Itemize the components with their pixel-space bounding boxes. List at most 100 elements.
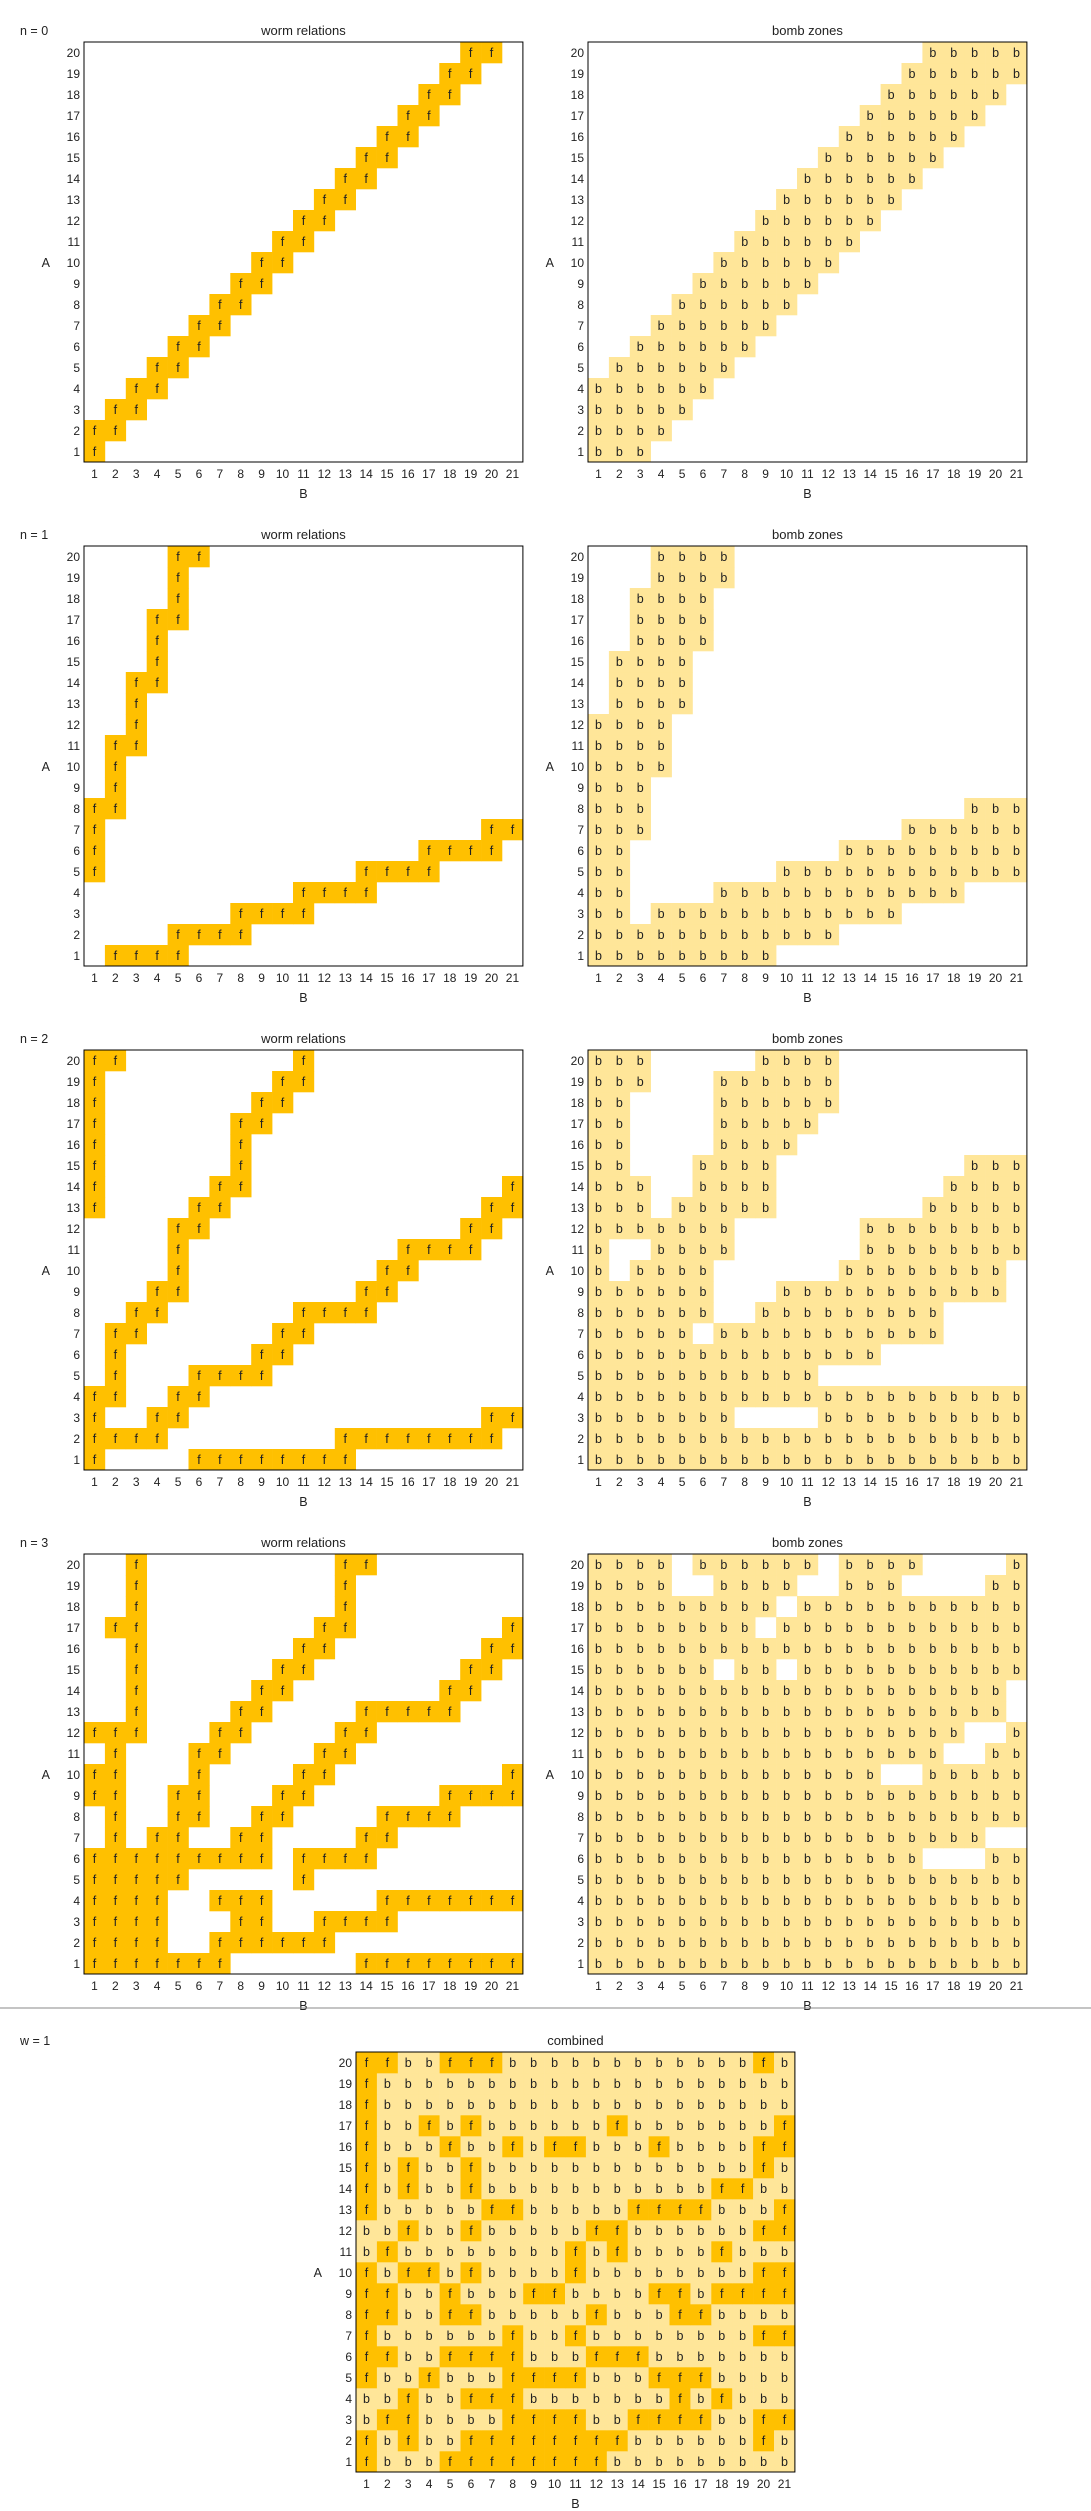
bomb-cell (922, 1302, 944, 1324)
bomb-cell (922, 1428, 944, 1450)
worm-cell (376, 1428, 398, 1450)
bomb-cell (817, 231, 840, 253)
bomb-cell (964, 1386, 986, 1408)
bomb-cell (901, 147, 923, 169)
cell-letter: f (553, 2140, 557, 2154)
x-tick-label: 10 (548, 2477, 562, 2491)
cell-letter: b (762, 1390, 769, 1404)
cell-letter: b (637, 445, 644, 459)
bomb-cell (608, 1176, 631, 1198)
bomb-cell (588, 1365, 610, 1387)
cell-letter: b (741, 1873, 748, 1887)
cell-letter: b (635, 2329, 642, 2343)
cell-letter: f (490, 1957, 494, 1971)
x-tick-label: 13 (843, 467, 857, 481)
cell-letter: b (616, 1348, 623, 1362)
cell-letter: b (929, 1453, 936, 1467)
bomb-cell (985, 1197, 1007, 1219)
bomb-cell (608, 1071, 631, 1093)
cell-letter: b (950, 1831, 957, 1845)
cell-letter: b (699, 1453, 706, 1467)
worm-cell (355, 168, 377, 190)
worm-cell (439, 1428, 461, 1450)
worm-cell (355, 1281, 377, 1303)
bomb-cell (776, 1323, 798, 1345)
cell-letter: f (678, 2287, 682, 2301)
y-tick-label: 13 (571, 1705, 585, 1719)
x-tick-label: 17 (694, 2477, 708, 2491)
bomb-cell (671, 1239, 693, 1261)
cell-letter: b (447, 2203, 454, 2217)
cell-letter: f (302, 214, 306, 228)
bomb-cell (1006, 1407, 1028, 1429)
cell-letter: f (344, 886, 348, 900)
bomb-cell (755, 882, 777, 904)
cell-letter: f (490, 823, 494, 837)
cell-letter: b (846, 1327, 853, 1341)
worm-cell (125, 1575, 147, 1597)
bomb-cell (692, 1428, 714, 1450)
worm-cell (293, 1785, 315, 1807)
y-tick-label: 1 (73, 1957, 80, 1971)
y-tick-label: 4 (345, 2392, 352, 2406)
cell-letter: b (679, 1957, 686, 1971)
cell-letter: b (718, 2098, 725, 2112)
bomb-cell (650, 1953, 672, 1975)
worm-cell (230, 1932, 252, 1954)
x-tick-label: 2 (616, 1979, 623, 1993)
row-label: n = 0 (20, 24, 48, 38)
cell-letter: b (888, 1684, 895, 1698)
cell-letter: f (344, 1306, 348, 1320)
x-tick-label: 17 (422, 971, 436, 985)
worm-cell (293, 1764, 315, 1786)
worm-cell (146, 1407, 168, 1429)
cell-letter: b (637, 424, 644, 438)
bomb-cell (880, 126, 902, 148)
bomb-cell (692, 1953, 714, 1975)
bomb-cell (629, 1386, 651, 1408)
cell-letter: b (867, 1747, 874, 1761)
y-tick-label: 19 (67, 1075, 81, 1089)
y-tick-label: 10 (571, 760, 585, 774)
cell-letter: b (846, 193, 853, 207)
bomb-cell (692, 1155, 714, 1177)
cell-letter: b (488, 2371, 495, 2385)
cell-letter: b (867, 1285, 874, 1299)
bomb-cell (608, 420, 631, 442)
cell-letter: b (637, 1201, 644, 1215)
cell-letter: b (741, 1159, 748, 1173)
worm-cell (502, 1953, 524, 1975)
y-tick-label: 18 (67, 1600, 81, 1614)
cell-letter: b (595, 1579, 602, 1593)
cell-letter: b (846, 907, 853, 921)
worm-cell (313, 210, 336, 232)
bomb-cell (650, 588, 672, 610)
cell-letter: b (804, 1117, 811, 1131)
x-tick-label: 10 (780, 1979, 794, 1993)
bomb-cell (859, 903, 881, 925)
worm-cell (84, 1932, 106, 1954)
cell-letter: b (616, 1642, 623, 1656)
cell-letter: f (302, 1852, 306, 1866)
cell-letter: b (720, 1201, 727, 1215)
x-tick-label: 20 (989, 1979, 1003, 1993)
cell-letter: b (616, 697, 623, 711)
bomb-cell (985, 63, 1007, 85)
cell-letter: b (593, 2161, 600, 2175)
y-tick-label: 2 (73, 1936, 80, 1950)
cell-letter: b (950, 88, 957, 102)
cell-letter: b (762, 1096, 769, 1110)
bomb-cell (838, 1386, 860, 1408)
bomb-cell (671, 1197, 693, 1219)
cell-letter: b (595, 1222, 602, 1236)
cell-letter: f (176, 1873, 180, 1887)
bomb-cell (859, 1344, 881, 1366)
bomb-cell (776, 294, 798, 316)
x-tick-label: 13 (843, 1979, 857, 1993)
bomb-cell (671, 903, 693, 925)
cell-letter: b (720, 928, 727, 942)
worm-cell (334, 1575, 356, 1597)
worm-cell (125, 1701, 147, 1723)
cell-letter: b (384, 2371, 391, 2385)
cell-letter: b (616, 1558, 623, 1572)
